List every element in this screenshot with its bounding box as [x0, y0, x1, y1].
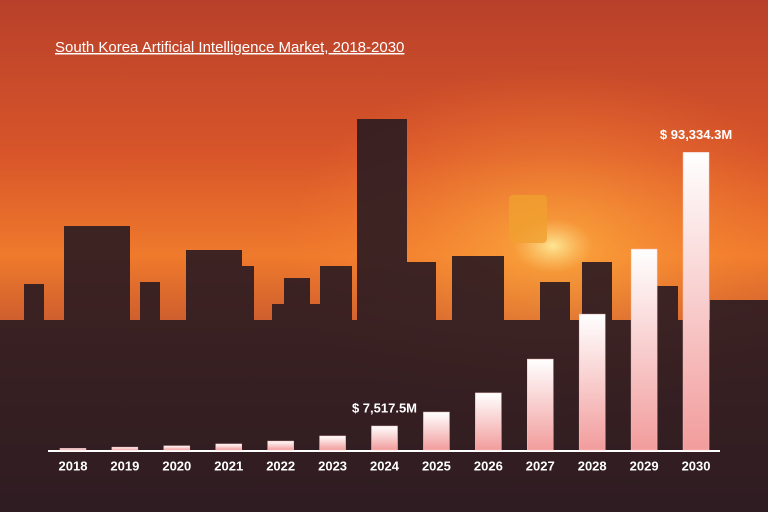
chart-title: South Korea Artificial Intelligence Mark… [55, 39, 404, 56]
x-tick-label: 2029 [630, 458, 659, 473]
bar [630, 248, 658, 451]
bar [59, 448, 87, 451]
value-label: $ 93,334.3M [660, 127, 732, 142]
bar [215, 443, 242, 451]
bar [423, 411, 450, 451]
bar [475, 392, 502, 451]
x-tick-label: 2030 [682, 458, 711, 473]
bar [111, 446, 139, 451]
bar [578, 313, 606, 451]
x-tick-label: 2021 [214, 458, 243, 473]
bar [163, 445, 191, 451]
x-tick-label: 2019 [110, 458, 139, 473]
x-tick-label: 2020 [162, 458, 191, 473]
ai-chip-icon [509, 195, 547, 243]
bar [267, 440, 294, 451]
bar [371, 425, 398, 451]
x-tick-label: 2022 [266, 458, 295, 473]
x-tick-label: 2027 [526, 458, 555, 473]
bar [527, 358, 554, 451]
x-tick-label: 2028 [578, 458, 607, 473]
bar [319, 435, 346, 451]
x-tick-label: 2025 [422, 458, 451, 473]
x-tick-label: 2026 [474, 458, 503, 473]
x-tick-label: 2023 [318, 458, 347, 473]
x-tick-label: 2018 [59, 458, 88, 473]
x-tick-label: 2024 [370, 458, 400, 473]
bar [682, 152, 710, 451]
value-label: $ 7,517.5M [352, 400, 417, 415]
